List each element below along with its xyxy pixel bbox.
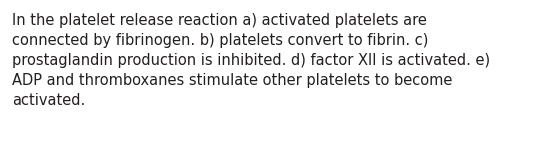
Text: In the platelet release reaction a) activated platelets are
connected by fibrino: In the platelet release reaction a) acti… <box>12 13 490 108</box>
